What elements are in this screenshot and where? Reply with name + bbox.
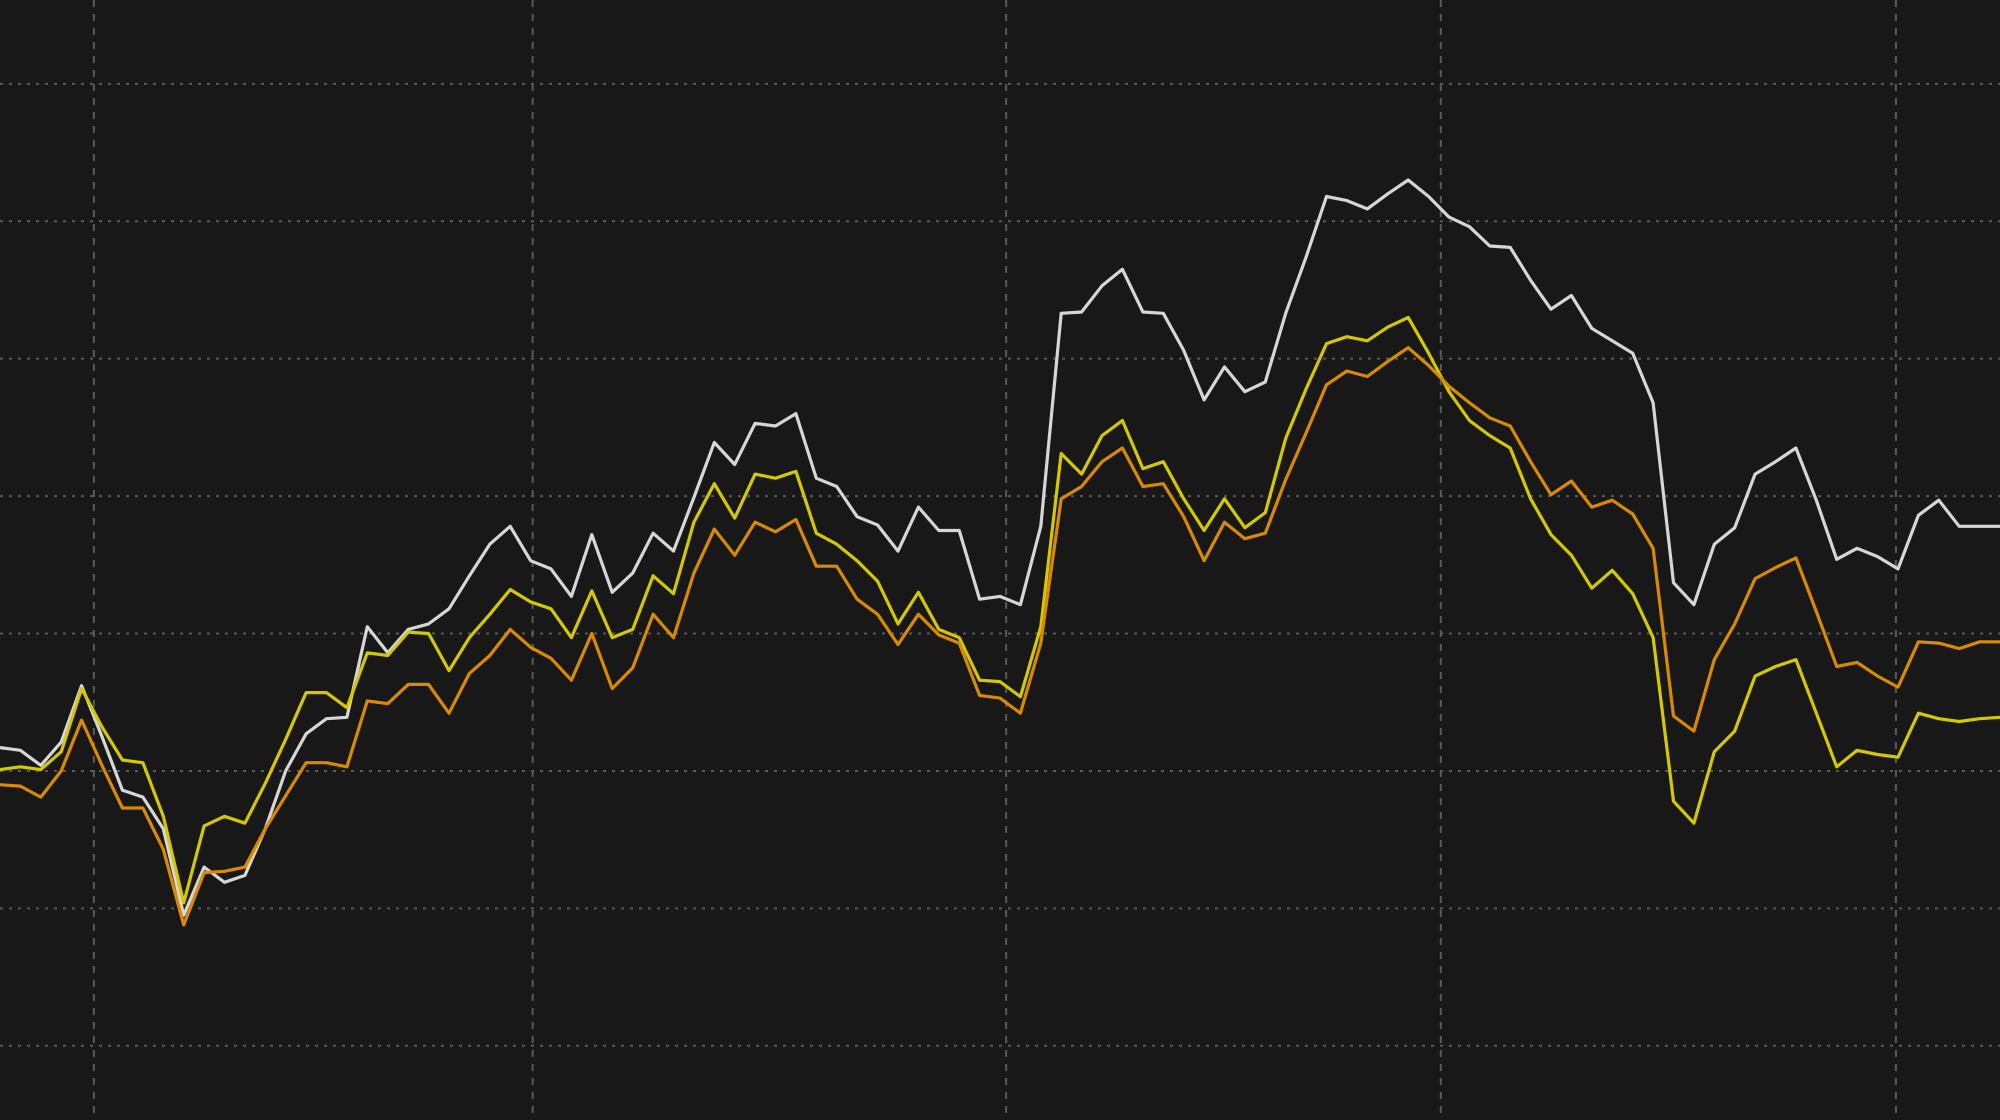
series-line-1: [0, 178, 2000, 917]
series-lines: [0, 178, 2000, 927]
series-line-3: [0, 346, 2000, 927]
series-line-2: [0, 315, 2000, 905]
